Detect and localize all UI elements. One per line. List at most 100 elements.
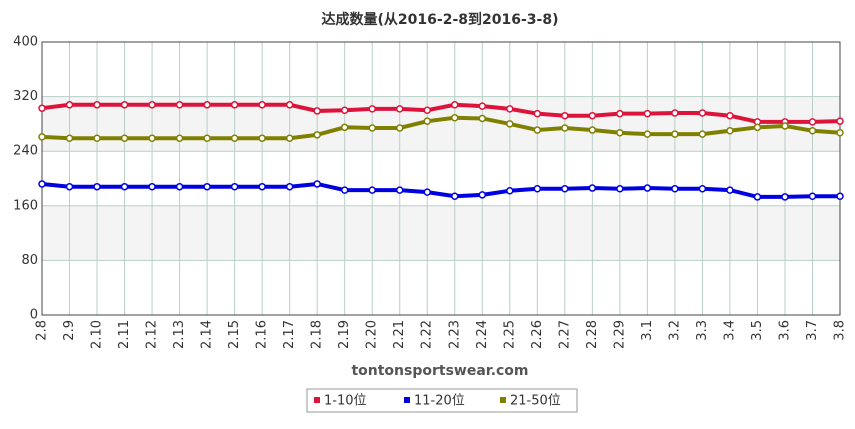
watermark: tontonsportswear.com [351, 363, 528, 379]
point [93, 101, 101, 109]
point [616, 184, 624, 193]
x-tick-label: 2.29 [612, 320, 627, 349]
point [533, 126, 542, 134]
point [175, 134, 184, 142]
plot-border [41, 41, 841, 316]
point [230, 182, 239, 191]
series-line [41, 181, 840, 199]
x-tick-label: 2.16 [255, 320, 270, 349]
x-tick-label: 2.27 [557, 320, 572, 349]
point [781, 193, 789, 201]
point [423, 188, 431, 196]
x-tick-label: 2.17 [282, 320, 297, 349]
legend-label[interactable]: 21-50位 [510, 394, 561, 409]
point [203, 101, 211, 109]
point [175, 182, 184, 191]
y-tick-label: 80 [21, 253, 38, 268]
point [175, 101, 184, 109]
point [643, 130, 652, 138]
point [38, 104, 46, 112]
x-tick-label: 2.21 [392, 320, 407, 349]
point [203, 134, 211, 142]
point [451, 101, 459, 109]
point [65, 134, 74, 142]
point [561, 184, 569, 193]
x-tick-label: 2.26 [530, 320, 545, 349]
point [781, 122, 789, 130]
x-tick-label: 2.25 [502, 320, 517, 349]
x-tick-label: 2.24 [475, 320, 490, 349]
plot-band [42, 205, 840, 261]
point [395, 105, 404, 113]
point [395, 186, 404, 194]
point [423, 106, 431, 114]
legend-marker[interactable] [500, 397, 506, 403]
point [698, 184, 707, 193]
point [65, 101, 74, 109]
x-tick-label: 3.7 [805, 320, 820, 341]
x-tick-label: 2.15 [227, 320, 242, 349]
point [285, 101, 294, 109]
point [368, 124, 376, 132]
point [395, 124, 404, 132]
x-tick-label: 2.20 [365, 320, 380, 349]
legend-label[interactable]: 11-20位 [414, 394, 465, 409]
point [726, 186, 734, 194]
point [671, 109, 679, 117]
x-tick-label: 3.3 [695, 320, 710, 341]
chart-title: 达成数量(从2016-2-8到2016-3-8) [322, 11, 559, 28]
point [451, 192, 459, 200]
point [368, 105, 376, 113]
point [285, 134, 294, 142]
point [340, 123, 349, 132]
point [478, 191, 487, 199]
point [258, 101, 266, 109]
x-tick-label: 2.28 [585, 320, 600, 349]
point [230, 101, 239, 109]
point [616, 109, 624, 118]
x-tick-label: 3.2 [667, 320, 682, 341]
y-tick-label: 320 [13, 89, 38, 104]
point [258, 134, 266, 142]
point [368, 186, 376, 194]
point [93, 134, 101, 142]
point [836, 117, 844, 125]
point [588, 126, 597, 134]
x-tick-label: 2.18 [310, 320, 325, 349]
point [588, 111, 597, 120]
point [506, 187, 514, 195]
point [313, 180, 321, 188]
y-tick-label: 400 [13, 35, 38, 50]
x-tick-label: 3.5 [750, 320, 765, 341]
x-tick-label: 2.13 [172, 320, 187, 349]
legend-marker[interactable] [314, 397, 320, 403]
point [643, 184, 652, 192]
x-tick-label: 2.19 [337, 320, 352, 349]
point [38, 133, 46, 141]
legend-marker[interactable] [404, 397, 410, 403]
y-tick-label: 160 [13, 198, 38, 213]
point [313, 131, 321, 139]
point [643, 109, 652, 118]
x-tick-label: 2.23 [447, 320, 462, 349]
point [671, 130, 679, 138]
point [808, 192, 817, 200]
x-tick-label: 2.8 [35, 320, 50, 341]
point [65, 182, 74, 191]
legend-label[interactable]: 1-10位 [324, 394, 367, 409]
series-line [41, 102, 841, 124]
point [533, 184, 542, 193]
y-tick-label: 240 [13, 144, 38, 159]
point [533, 109, 542, 118]
point [148, 101, 156, 109]
x-tick-label: 2.22 [420, 320, 435, 349]
point [616, 129, 624, 137]
point [203, 182, 211, 191]
point [313, 107, 321, 115]
point [561, 111, 569, 120]
point [148, 182, 156, 191]
point [148, 134, 156, 142]
point [340, 106, 349, 114]
point [451, 114, 459, 122]
